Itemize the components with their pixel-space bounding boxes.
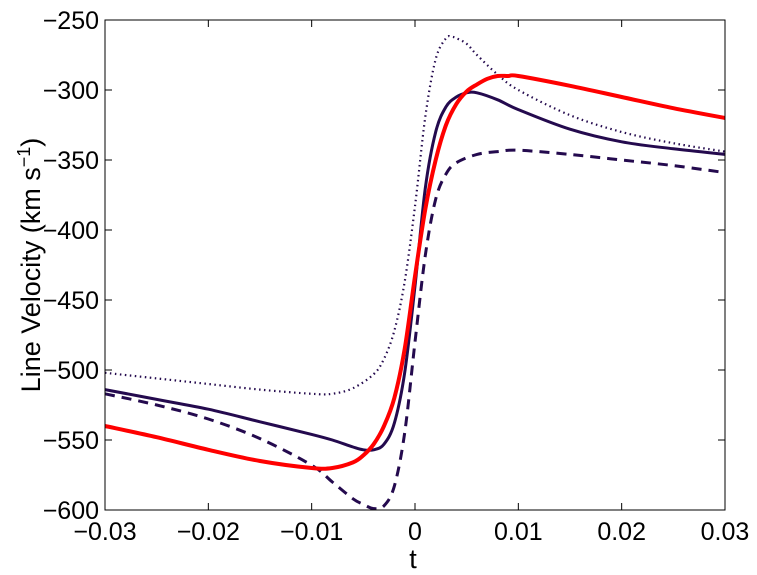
y-axis-label-close: ): [16, 138, 46, 147]
y-tick-label: −550: [43, 427, 99, 455]
x-tick-label: −0.01: [280, 518, 343, 546]
x-tick-label: 0.01: [494, 518, 543, 546]
x-axis-label: t: [409, 544, 417, 574]
y-tick-label: −500: [43, 357, 99, 385]
x-tick-label: 0.03: [701, 518, 750, 546]
y-tick-label: −350: [43, 147, 99, 175]
y-tick-label: −300: [43, 77, 99, 105]
y-axis-label-exponent: −1: [14, 147, 34, 168]
y-tick-label: −400: [43, 217, 99, 245]
x-tick-label: −0.02: [177, 518, 240, 546]
series-line-1-dotted: [104, 35, 726, 396]
y-tick-label: −250: [43, 7, 99, 35]
series-layer: [104, 35, 726, 511]
x-tick-label: −0.03: [73, 518, 136, 546]
y-axis-label-main: Line Velocity (km s: [16, 167, 46, 392]
series-line-4-solid: [104, 73, 726, 471]
y-tick-label: −600: [43, 497, 99, 525]
y-axis-label: Line Velocity (km s−1): [14, 138, 46, 393]
x-tick-label: 0: [408, 518, 422, 546]
y-tick-label: −450: [43, 287, 99, 315]
x-tick-label: 0.02: [597, 518, 646, 546]
tick-layer: −0.03 −0.02 −0.01 0 0.01 0.02 0.03 −250 −300 −350…: [43, 7, 750, 546]
